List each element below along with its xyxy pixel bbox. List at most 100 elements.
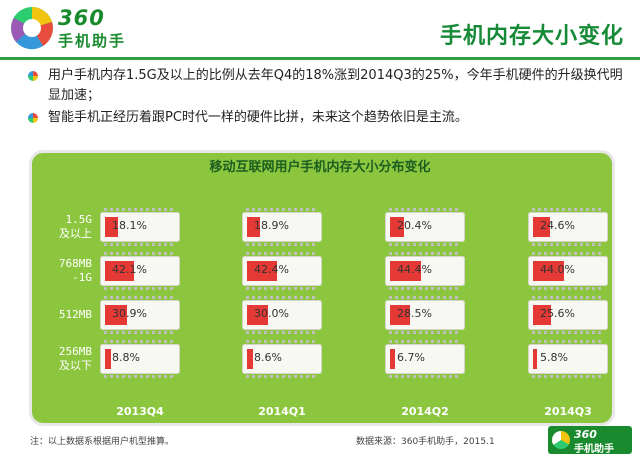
chip-pins (246, 252, 318, 255)
chip-pins (389, 296, 461, 299)
bar-fill (533, 349, 538, 369)
chip-pins (104, 296, 176, 299)
data-label: 30.0% (254, 307, 289, 320)
bar-fill (105, 349, 112, 369)
data-label: 20.4% (397, 219, 432, 232)
chip-pins (246, 296, 318, 299)
row-label: 768MB -1G (28, 257, 98, 285)
chip-pins (389, 287, 461, 290)
bar-fill (390, 261, 422, 281)
chip-pins (104, 287, 176, 290)
chip-pins (389, 208, 461, 211)
bullet-list: 用户手机内存1.5G及以上的比例从去年Q4的18%涨到2014Q3的25%，今年… (28, 66, 628, 128)
bar-fill (247, 305, 268, 325)
bar-fill (247, 261, 277, 281)
bar-fill (390, 305, 410, 325)
memory-chip: 5.8% (528, 340, 608, 378)
chip-pins (532, 331, 604, 334)
memory-chip: 28.5% (385, 296, 465, 334)
memory-chip: 30.9% (100, 296, 180, 334)
memory-chip: 8.8% (100, 340, 180, 378)
chart-title: 移动互联网用户手机内存大小分布变化 (209, 160, 431, 175)
bar-fill (533, 305, 551, 325)
memory-chip: 18.1% (100, 208, 180, 246)
bar-fill (105, 261, 135, 281)
bullet-text: 用户手机内存1.5G及以上的比例从去年Q4的18%涨到2014Q3的25%，今年… (48, 68, 623, 103)
data-label: 28.5% (397, 307, 432, 320)
memory-chip: 24.6% (528, 208, 608, 246)
data-label: 25.6% (540, 307, 575, 320)
chip-pins (532, 375, 604, 378)
chip-pins (532, 252, 604, 255)
footer-logo-number: 360 (574, 428, 597, 441)
chip-pins (104, 331, 176, 334)
data-label: 30.9% (112, 307, 147, 320)
chip-pins (246, 340, 318, 343)
chip-pins (532, 208, 604, 211)
bullet-icon (28, 113, 38, 123)
chip-pins (246, 331, 318, 334)
footer-source: 数据来源：360手机助手，2015.1 (356, 437, 495, 447)
data-label: 18.1% (112, 219, 147, 232)
row-label-line: 及以下 (59, 359, 92, 372)
row-label-line: 1.5G (65, 213, 93, 226)
bullet-item: 用户手机内存1.5G及以上的比例从去年Q4的18%涨到2014Q3的25%，今年… (28, 66, 628, 106)
memory-chip: 6.7% (385, 340, 465, 378)
data-label: 44.0% (540, 263, 575, 276)
header: 360 手机助手 手机内存大小变化 (0, 0, 640, 62)
data-label: 18.9% (254, 219, 289, 232)
row-label-line: 及以上 (59, 227, 92, 240)
row-label: 512MB (28, 308, 98, 322)
chip-pins (104, 208, 176, 211)
bar-fill (105, 217, 118, 237)
chip-pins (246, 375, 318, 378)
row-label-line: 256MB (58, 345, 92, 358)
bar-fill (533, 217, 551, 237)
memory-chip: 20.4% (385, 208, 465, 246)
bullet-item: 智能手机正经历着跟PC时代一样的硬件比拼，未来这个趋势依旧是主流。 (28, 108, 628, 128)
data-label: 8.8% (112, 351, 140, 364)
chip-pins (389, 375, 461, 378)
data-label: 42.1% (112, 263, 147, 276)
bullet-icon (28, 71, 38, 81)
memory-chip: 8.6% (242, 340, 322, 378)
footer-logo-name: 手机助手 (574, 444, 614, 455)
memory-chip: 25.6% (528, 296, 608, 334)
data-label: 6.7% (397, 351, 425, 364)
row-label: 1.5G 及以上 (28, 213, 98, 241)
chip-pins (389, 252, 461, 255)
row-label-line: 768MB (58, 257, 92, 270)
bullet-text: 智能手机正经历着跟PC时代一样的硬件比拼，未来这个趋势依旧是主流。 (48, 110, 468, 125)
bar-fill (390, 349, 395, 369)
chip-pins (104, 375, 176, 378)
footer-logo-icon (552, 431, 570, 449)
category-label: 2013Q4 (116, 405, 164, 418)
category-label: 2014Q2 (401, 405, 449, 418)
memory-chip: 44.0% (528, 252, 608, 290)
data-label: 24.6% (540, 219, 575, 232)
row-label-line: -1G (72, 271, 92, 284)
chip-pins (104, 243, 176, 246)
footer-note: 注：以上数据系根据用户机型推算。 (30, 437, 175, 447)
memory-chip: 18.9% (242, 208, 322, 246)
category-label: 2014Q3 (544, 405, 592, 418)
bar-fill (247, 217, 261, 237)
bar-fill (390, 217, 405, 237)
footer-logo: 360 手机助手 (548, 426, 632, 455)
header-divider (0, 57, 640, 60)
row-label-line: 512MB (58, 308, 92, 321)
chip-pins (104, 340, 176, 343)
chip-pins (532, 296, 604, 299)
brand-number: 360 (58, 6, 105, 30)
row-label: 256MB 及以下 (28, 345, 98, 373)
bar-fill (247, 349, 254, 369)
memory-chip: 30.0% (242, 296, 322, 334)
memory-chip: 42.1% (100, 252, 180, 290)
memory-chip: 42.4% (242, 252, 322, 290)
data-label: 44.4% (397, 263, 432, 276)
brand-logo-icon (10, 6, 54, 50)
bar-fill (105, 305, 127, 325)
data-label: 5.8% (540, 351, 568, 364)
chip-pins (389, 340, 461, 343)
chip-pins (389, 331, 461, 334)
